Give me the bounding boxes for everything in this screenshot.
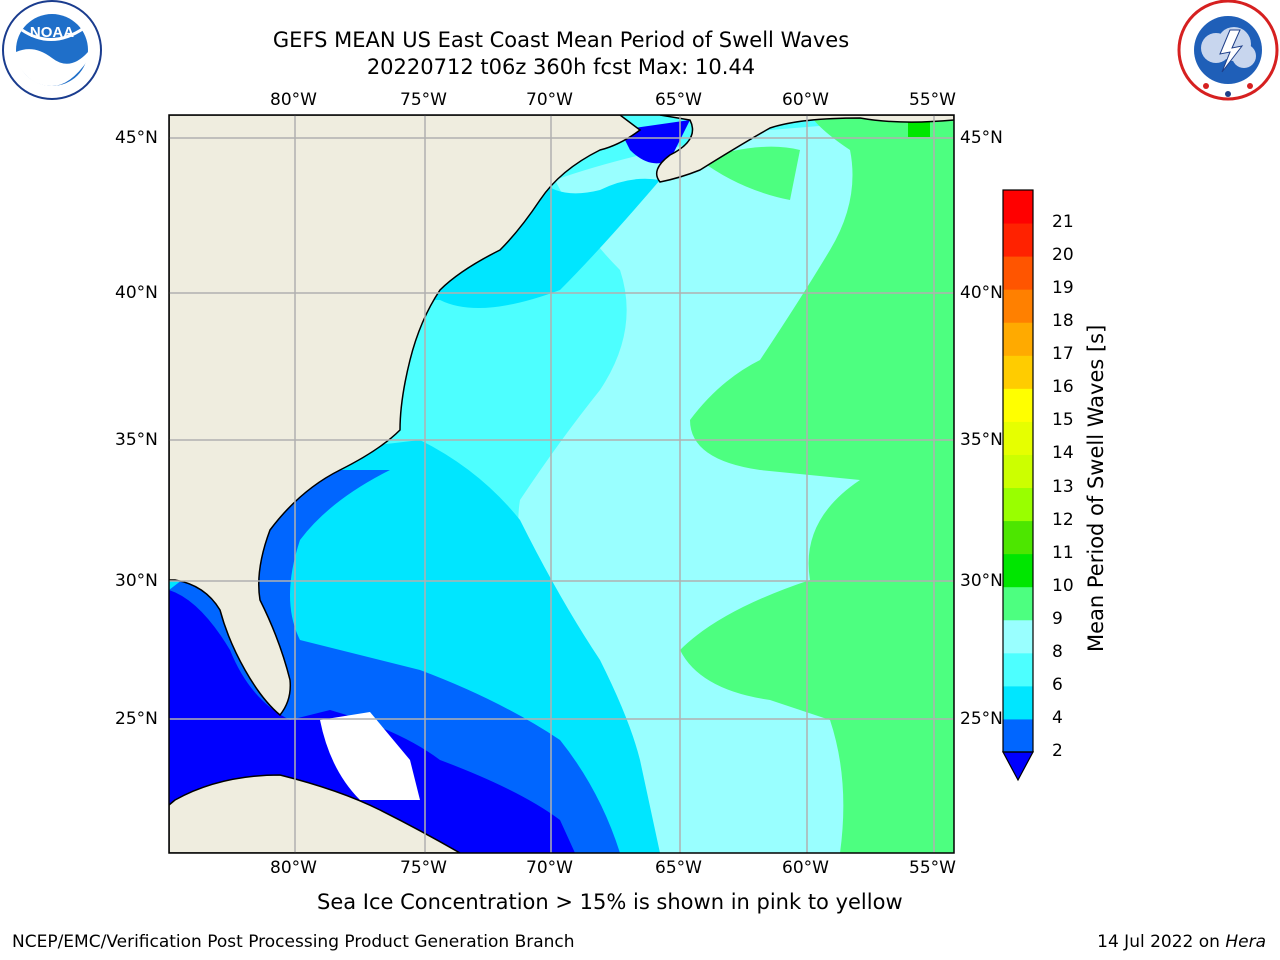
footer-credit: NCEP/EMC/Verification Post Processing Pr… [12, 932, 575, 952]
lon-label-bottom-70w: 70°W [526, 858, 573, 878]
lon-label-top-60w: 60°W [782, 90, 829, 110]
ocean-9-10s [680, 115, 954, 853]
lat-label-right-45n: 45°N [960, 128, 1003, 148]
colorbar-segment [1003, 619, 1033, 654]
lat-label-left-45n: 45°N [115, 128, 158, 148]
colorbar-segment [1003, 256, 1033, 290]
colorbar-tick-label: 14 [1052, 443, 1074, 464]
colorbar-segment [1003, 223, 1033, 257]
map-frame [168, 114, 955, 854]
colorbar-tick-label: 8 [1052, 641, 1063, 662]
colorbar-segment [1003, 553, 1033, 588]
lat-label-right-40n: 40°N [960, 283, 1003, 303]
footer-date: 14 Jul 2022 on Hera [1097, 932, 1266, 952]
no-data-bahamas [320, 712, 420, 800]
lat-label-right-25n: 25°N [960, 709, 1003, 729]
noaa-logo-text: NOAA [30, 24, 74, 41]
colorbar-title: Mean Period of Swell Waves [s] [1084, 324, 1108, 652]
colorbar-segment [1003, 355, 1033, 389]
nws-logo [1177, 0, 1279, 101]
nova-scotia-land [655, 115, 954, 183]
colorbar-tick-label: 2 [1052, 741, 1063, 761]
lon-label-bottom-75w: 75°W [400, 858, 447, 878]
sea-ice-note: Sea Ice Concentration > 15% is shown in … [317, 890, 903, 914]
colorbar-segment [1003, 520, 1033, 555]
colorbar-segment [1003, 652, 1033, 687]
lon-label-bottom-60w: 60°W [782, 858, 829, 878]
colorbar-segment [1003, 586, 1033, 621]
lat-label-right-30n: 30°N [960, 571, 1003, 591]
colorbar-segment [1003, 388, 1033, 422]
ocean-9-10s-north [700, 146, 800, 200]
lon-label-bottom-55w: 55°W [909, 858, 956, 878]
noaa-logo: NOAA [2, 0, 102, 100]
graticule [169, 115, 954, 853]
lat-label-left-40n: 40°N [115, 283, 158, 303]
colorbar-tick-label: 16 [1052, 377, 1074, 398]
colorbar-tick-label: 6 [1052, 674, 1063, 695]
lon-label-top-65w: 65°W [655, 90, 702, 110]
colorbar-segment [1003, 421, 1033, 455]
lon-label-bottom-80w: 80°W [270, 858, 317, 878]
lon-label-top-80w: 80°W [270, 90, 317, 110]
colorbar-segment [1003, 289, 1033, 323]
colorbar-tick-label: 10 [1052, 575, 1074, 596]
colorbar-tick-label: 11 [1052, 542, 1074, 563]
colorbar-tick-label: 9 [1052, 608, 1063, 629]
footer-date-text: 14 Jul 2022 on [1097, 932, 1226, 952]
colorbar-segment [1003, 487, 1033, 522]
colorbar-tick-label: 13 [1052, 476, 1074, 497]
us-east-coast-land [169, 115, 642, 717]
lat-label-left-25n: 25°N [115, 709, 158, 729]
colorbar-segment [1003, 685, 1033, 720]
lon-label-top-70w: 70°W [526, 90, 573, 110]
ocean-4-6s-north [430, 178, 660, 308]
colorbar-under-triangle [1001, 751, 1035, 782]
colorbar-tick-label: 20 [1052, 245, 1074, 266]
colorbar-segment [1003, 718, 1033, 753]
colorbar-tick-label: 15 [1052, 410, 1074, 431]
colorbar-segment [1003, 454, 1033, 489]
lon-label-top-55w: 55°W [909, 90, 956, 110]
colorbar-tick-label: 17 [1052, 344, 1074, 365]
footer-machine: Hera [1225, 932, 1266, 952]
lat-label-right-35n: 35°N [960, 430, 1003, 450]
colorbar [1001, 189, 1035, 782]
colorbar-tick-label: 12 [1052, 509, 1074, 530]
lon-label-bottom-65w: 65°W [655, 858, 702, 878]
lat-label-left-30n: 30°N [115, 571, 158, 591]
colorbar-tick-label: 19 [1052, 278, 1074, 299]
colorbar-tick-label: 4 [1052, 707, 1063, 728]
lon-label-top-75w: 75°W [400, 90, 447, 110]
map-title: GEFS MEAN US East Coast Mean Period of S… [272, 28, 850, 52]
colorbar-frame [1002, 189, 1034, 753]
colorbar-segment [1003, 322, 1033, 356]
colorbar-segment [1003, 190, 1033, 224]
map-subtitle: 20220712 t06z 360h fcst Max: 10.44 [366, 55, 756, 79]
cuba-land [169, 774, 462, 853]
colorbar-tick-label: 18 [1052, 311, 1074, 332]
lat-label-left-35n: 35°N [115, 430, 158, 450]
colorbar-tick-label: 21 [1052, 212, 1074, 233]
